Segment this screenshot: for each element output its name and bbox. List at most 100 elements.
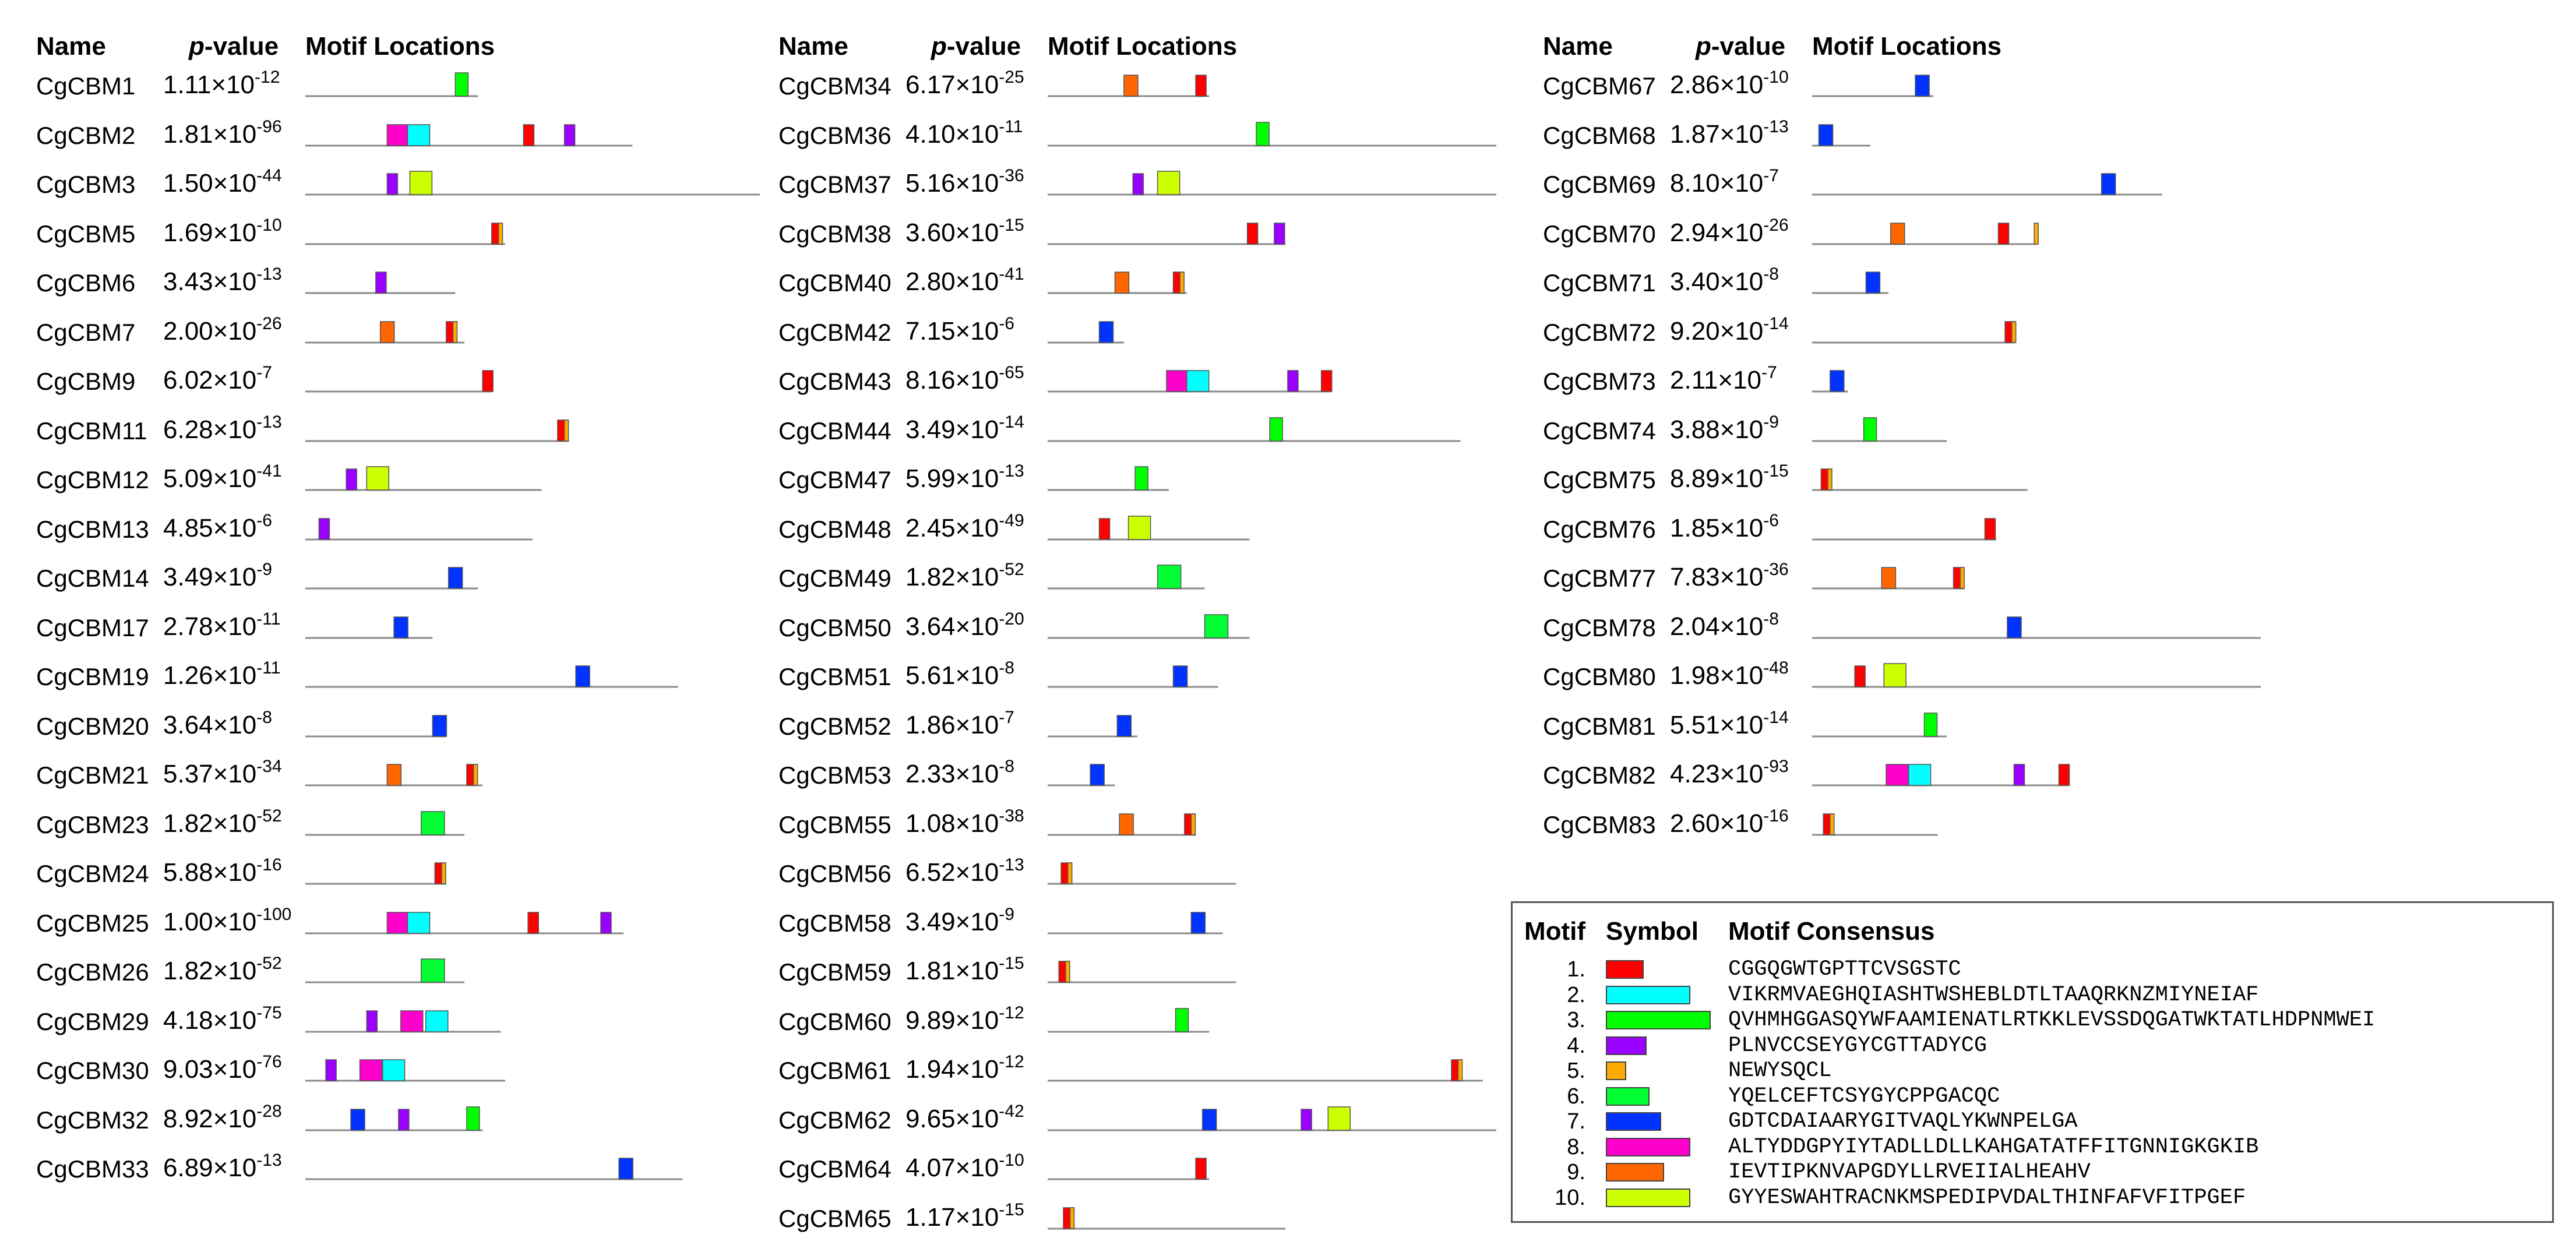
motif-5-block [452,320,458,343]
motif-1-block [1997,222,2010,245]
gene-row: CgCBM49 1.82×10-52 [778,558,1530,606]
motif-track [1812,417,1947,442]
gene-name: CgCBM74 [1543,417,1656,445]
gene-name: CgCBM24 [36,860,149,887]
p-value-exponent: -11 [256,658,281,678]
motif-2-block [425,1010,449,1032]
p-value: 5.88×10-16 [163,855,282,887]
motif-4-block [1132,173,1144,195]
motif-1-block [2058,764,2070,786]
p-value: 9.03×10-76 [163,1052,282,1084]
header-motif-locations: Motif Locations [1812,32,2002,61]
p-value-exponent: -75 [256,1003,282,1022]
motif-track [1048,75,1210,97]
gene-row: CgCBM55 1.08×10-38 [778,804,1530,853]
p-value: 5.51×10-14 [1670,708,1789,740]
p-value-mantissa: 4.85×10 [163,513,257,542]
p-value: 2.80×10-41 [905,264,1024,297]
motif-4-block [2013,764,2025,786]
legend-row: 9. IEVTIPKNVAPGDYLLRVEIIALHEAHV [1513,1159,2550,1185]
motif-track [1048,320,1124,343]
motif-2-block [407,911,431,934]
gene-name: CgCBM37 [778,171,891,198]
p-value: 8.16×10-65 [905,363,1024,395]
motif-7-block [1201,1108,1217,1131]
motif-track [1812,370,1848,393]
p-value: 9.89×10-12 [905,1003,1024,1035]
p-value-mantissa: 8.10×10 [1670,169,1764,198]
gene-row: CgCBM11 6.28×10-13 [36,410,788,459]
gene-row: CgCBM3 1.50×10-44 [36,164,788,213]
gene-row: CgCBM59 1.81×10-15 [778,951,1530,1000]
gene-row: CgCBM42 7.15×10-6 [778,312,1530,361]
p-value-mantissa: 5.88×10 [163,858,257,887]
p-value: 3.60×10-15 [905,216,1024,248]
motif-9-block [1114,271,1130,294]
p-value-mantissa: 1.86×10 [905,710,999,739]
motif-8-block [1166,370,1189,392]
gene-name: CgCBM81 [1543,712,1656,740]
legend-motif-symbol [1606,1163,1664,1182]
legend-row: 5. NEWYSQCL [1513,1058,2550,1084]
p-value: 6.89×10-13 [163,1151,282,1183]
p-value: 5.37×10-34 [163,757,282,789]
motif-1-block [523,124,535,146]
p-value-mantissa: 1.17×10 [905,1202,999,1232]
gene-name: CgCBM83 [1543,810,1656,838]
p-value-mantissa: 2.11×10 [1670,366,1762,394]
gene-name: CgCBM49 [778,565,891,592]
motif-5-block [1960,567,1965,589]
p-value-exponent: -42 [999,1101,1024,1121]
motif-track [1812,173,2162,196]
gene-name: CgCBM52 [778,712,891,740]
p-value-exponent: -26 [256,313,282,333]
gene-row: CgCBM81 5.51×10-14 [1543,706,2295,754]
p-value-mantissa: 1.11×10 [163,70,255,99]
header-p-value: p-value [931,28,1021,65]
motif-10-block [1157,171,1180,195]
motif-track [1048,370,1333,393]
p-value-mantissa: 5.37×10 [163,760,257,788]
p-value: 3.64×10-20 [905,609,1024,641]
motif-track [305,370,494,393]
gene-name: CgCBM68 [1543,121,1656,149]
motif-3-block [454,72,469,97]
p-value-mantissa: 3.88×10 [1670,415,1764,444]
p-value-mantissa: 2.33×10 [905,760,999,788]
p-value: 2.86×10-10 [1670,68,1789,100]
p-value: 1.11×10-12 [163,68,280,100]
motif-7-block [447,567,463,589]
motif-7-block [1172,665,1188,687]
legend-row: 7. GDTCDAIAARYGITVAQLYKWNPELGA [1513,1109,2550,1134]
motif-1-block [1320,370,1333,392]
motif-track [305,419,569,442]
p-value-exponent: -8 [1763,609,1779,629]
legend-header-motif: Motif [1524,917,1586,946]
gene-row: CgCBM52 1.86×10-7 [778,706,1530,754]
p-value-exponent: -12 [255,68,280,87]
gene-name: CgCBM38 [778,220,891,248]
motif-track [1812,517,1996,540]
motif-10-block [1127,515,1151,540]
p-value-mantissa: 2.78×10 [163,612,257,641]
p-value-mantissa: 4.10×10 [905,119,999,149]
motif-track [1048,417,1461,442]
legend-header-symbol: Symbol [1606,917,1698,946]
legend-motif-symbol [1606,1112,1661,1131]
gene-name: CgCBM11 [36,417,147,445]
p-value: 3.43×10-13 [163,264,282,297]
gene-name: CgCBM77 [1543,565,1656,592]
motif-track [1048,222,1286,245]
motif-track [305,1158,683,1180]
gene-row: CgCBM82 4.23×10-93 [1543,754,2295,803]
motif-track [1812,567,1965,590]
gene-name: CgCBM32 [36,1106,149,1134]
motif-4-block [1301,1108,1312,1131]
p-value-exponent: -6 [1763,510,1779,530]
legend-motif-number: 1. [1567,957,1585,982]
legend-motif-consensus: NEWYSQCL [1728,1059,1832,1083]
gene-row: CgCBM69 8.10×10-7 [1543,164,2295,213]
gene-row: CgCBM33 6.89×10-13 [36,1148,788,1197]
motif-4-block [325,1059,337,1081]
motif-track [305,124,633,146]
